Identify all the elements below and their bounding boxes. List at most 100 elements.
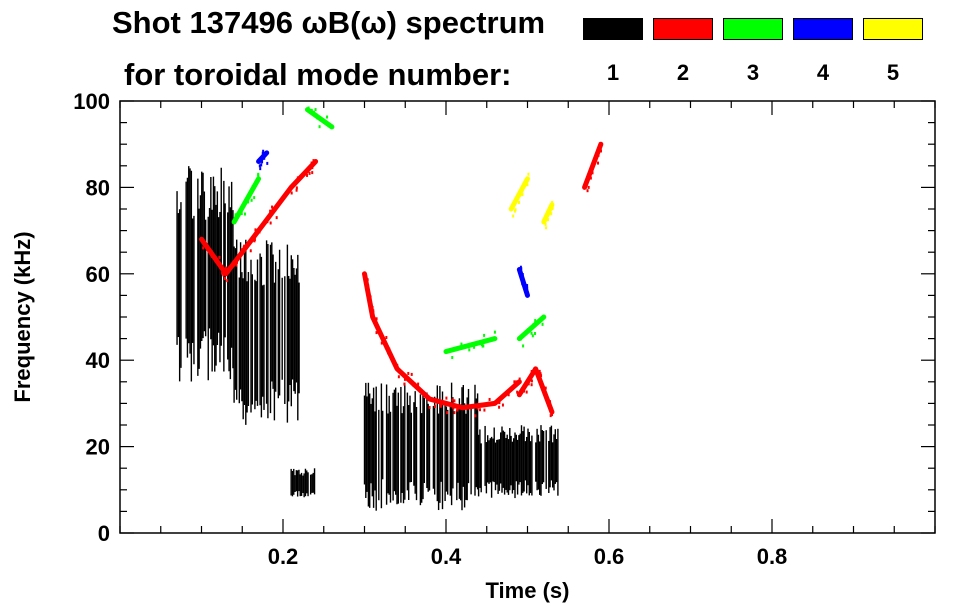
- spectral-speck: [451, 356, 454, 360]
- spectral-speck: [397, 375, 400, 379]
- spectral-speck: [549, 402, 552, 406]
- spectral-speck: [396, 363, 399, 367]
- spectral-speck: [311, 166, 314, 170]
- spectral-speck: [250, 198, 253, 202]
- spectral-speck: [316, 116, 319, 120]
- spectral-speck: [372, 311, 375, 315]
- spectral-speck: [547, 218, 550, 222]
- spectral-speck: [366, 278, 369, 282]
- spectral-speck: [507, 393, 510, 397]
- spectral-speck: [269, 209, 272, 213]
- spectral-speck: [549, 400, 552, 404]
- x-tick-label: 0.4: [431, 544, 462, 569]
- spectral-speck: [527, 172, 530, 176]
- spectral-speck: [483, 333, 486, 337]
- legend-label-mode-1: 1: [606, 60, 620, 85]
- spectral-speck: [240, 212, 243, 216]
- spectral-speck: [512, 385, 515, 389]
- spectral-speck: [254, 182, 257, 186]
- spectral-speck: [445, 396, 448, 400]
- spectral-speck: [407, 371, 410, 375]
- spectral-speck: [517, 200, 520, 204]
- y-tick-label: 0: [98, 521, 110, 546]
- y-tick-label: 100: [73, 89, 110, 114]
- spectral-speck: [307, 106, 310, 110]
- spectral-speck: [456, 408, 459, 412]
- spectral-speck: [532, 323, 535, 327]
- spectral-speck: [261, 151, 264, 155]
- spectral-speck: [312, 110, 315, 114]
- x-tick-label: 0.6: [594, 544, 625, 569]
- spectral-speck: [446, 411, 449, 415]
- mode-track-3: [304, 107, 335, 130]
- spectral-speck: [234, 213, 237, 217]
- spectral-speck: [526, 284, 529, 288]
- spectral-speck: [369, 295, 372, 299]
- spectral-speck: [519, 267, 522, 271]
- y-tick-label: 80: [86, 175, 110, 200]
- region-mode-1: [290, 468, 316, 498]
- spectral-speck: [525, 291, 528, 295]
- spectral-speck: [481, 344, 484, 348]
- spectral-speck: [249, 249, 252, 253]
- spectral-speck: [366, 284, 369, 288]
- spectral-speck: [534, 332, 537, 336]
- spectral-speck: [254, 228, 257, 232]
- spectral-speck: [530, 369, 533, 373]
- spectral-speck: [412, 382, 415, 386]
- spectral-speck: [260, 225, 263, 229]
- spectral-speck: [223, 277, 226, 281]
- legend-label-mode-3: 3: [746, 60, 760, 85]
- y-axis-label: Frequency (kHz): [10, 231, 35, 402]
- mode-track-2: [582, 141, 604, 190]
- spectral-speck: [513, 380, 516, 384]
- spectral-speck: [243, 212, 246, 216]
- series-mode-4: [256, 149, 530, 298]
- spectral-speck: [433, 404, 436, 408]
- spectral-speck: [368, 302, 371, 306]
- spectral-speck: [318, 125, 321, 129]
- spectral-speck: [417, 382, 420, 386]
- spectral-speck: [310, 108, 313, 112]
- spectral-speck: [533, 369, 536, 373]
- spectral-speck: [480, 342, 483, 346]
- spectral-speck: [527, 328, 530, 332]
- spectral-speck: [327, 124, 330, 128]
- spectral-speck: [380, 341, 383, 345]
- spectral-speck: [514, 208, 517, 212]
- spectral-speck: [526, 286, 529, 290]
- spectral-speck: [225, 266, 228, 270]
- legend-label-mode-2: 2: [676, 60, 690, 85]
- spectral-speck: [599, 149, 602, 153]
- spectral-speck: [547, 212, 550, 216]
- spectral-speck: [519, 193, 522, 197]
- spectral-speck: [472, 405, 475, 409]
- series-mode-3: [231, 106, 547, 360]
- spectral-speck: [521, 282, 524, 286]
- x-axis-label: Time (s): [486, 578, 570, 603]
- spectral-speck: [385, 335, 388, 339]
- legend-swatch-mode-3: [723, 18, 783, 40]
- spectral-speck: [534, 319, 537, 323]
- spectral-speck: [531, 334, 534, 338]
- spectral-speck: [258, 164, 261, 168]
- spectral-speck: [497, 400, 500, 404]
- spectral-speck: [295, 188, 298, 192]
- spectral-speck: [296, 176, 299, 180]
- mode-track-3: [516, 314, 547, 342]
- spectral-speck: [261, 160, 264, 164]
- spectral-speck: [521, 193, 524, 197]
- spectral-speck: [226, 279, 229, 283]
- spectral-speck: [550, 212, 553, 216]
- spectral-speck: [519, 337, 522, 341]
- spectral-speck: [518, 377, 521, 381]
- spectral-speck: [523, 389, 526, 393]
- spectral-speck: [453, 411, 456, 415]
- spectral-speck: [544, 222, 547, 226]
- spectral-speck: [522, 344, 525, 348]
- spectral-speck: [541, 322, 544, 326]
- region-mode-1: [477, 425, 559, 499]
- spectral-speck: [530, 331, 533, 335]
- spectral-speck: [521, 273, 524, 277]
